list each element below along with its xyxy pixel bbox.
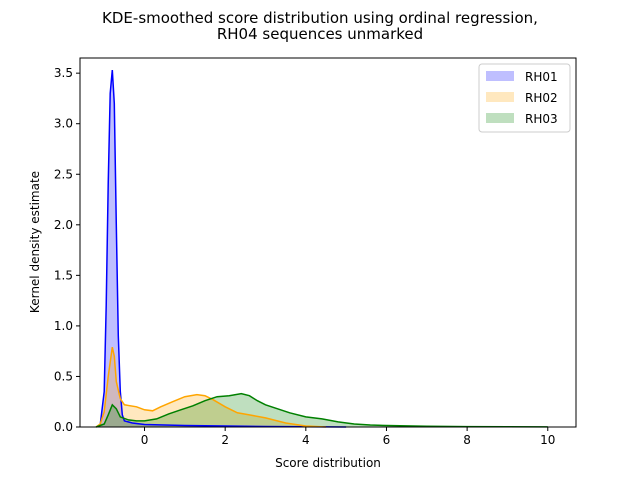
x-axis-label: Score distribution xyxy=(275,456,381,470)
x-tick-label: 2 xyxy=(221,433,229,447)
x-tick-label: 10 xyxy=(540,433,555,447)
y-tick-label: 2.0 xyxy=(54,218,73,232)
legend-swatch-rh02 xyxy=(486,92,514,102)
legend-box xyxy=(478,63,571,133)
area-rh03 xyxy=(96,393,548,427)
chart-title: KDE-smoothed score distribution using or… xyxy=(102,9,538,27)
legend-label-rh02: RH02 xyxy=(525,91,558,105)
y-tick-label: 0.0 xyxy=(54,420,73,434)
chart-subtitle: RH04 sequences unmarked xyxy=(217,25,423,43)
y-tick-label: 1.0 xyxy=(54,319,73,333)
x-tick-label: 6 xyxy=(383,433,391,447)
x-tick-label: 4 xyxy=(302,433,310,447)
y-tick-label: 2.5 xyxy=(54,167,73,181)
plot-frame xyxy=(79,57,577,428)
area-rh01 xyxy=(96,70,347,427)
line-rh02 xyxy=(95,346,327,428)
legend: RH01 RH02 RH03 xyxy=(478,63,571,133)
legend-label-rh01: RH01 xyxy=(525,70,558,84)
density-areas xyxy=(96,70,548,427)
x-tick-label: 8 xyxy=(463,433,471,447)
legend-swatch-rh01 xyxy=(486,71,514,81)
line-rh03 xyxy=(95,392,548,428)
y-tick-label: 3.0 xyxy=(54,117,73,131)
line-rh01 xyxy=(95,70,347,428)
density-lines xyxy=(95,70,548,428)
y-tick-label: 3.5 xyxy=(54,66,73,80)
legend-label-rh03: RH03 xyxy=(525,112,558,126)
x-tick-label: 0 xyxy=(141,433,149,447)
area-rh02 xyxy=(96,347,326,427)
y-axis-ticks: 0.0 0.5 1.0 1.5 2.0 2.5 3.0 3.5 xyxy=(54,66,80,434)
y-tick-label: 1.5 xyxy=(54,268,73,282)
legend-swatch-rh03 xyxy=(486,113,514,123)
y-tick-label: 0.5 xyxy=(54,369,73,383)
y-axis-label: Kernel density estimate xyxy=(28,171,42,313)
x-axis-ticks: 0 2 4 6 8 10 xyxy=(141,427,555,447)
